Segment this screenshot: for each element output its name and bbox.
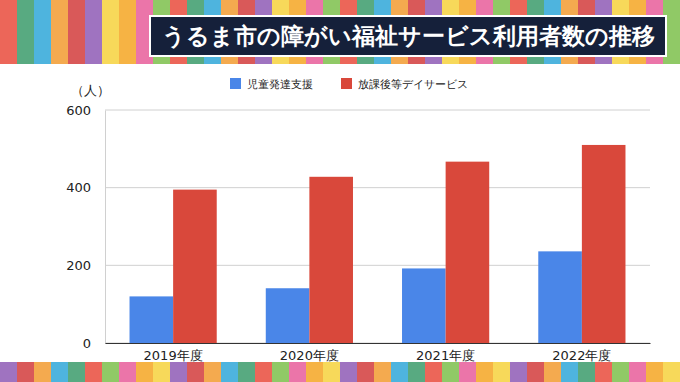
bar <box>309 177 353 343</box>
border-tile <box>646 360 663 382</box>
border-tile <box>51 360 68 382</box>
border-tile <box>119 0 136 68</box>
border-tile <box>459 360 476 382</box>
grid <box>105 110 650 343</box>
border-tile <box>544 360 561 382</box>
tick: 400 <box>66 180 105 195</box>
border-tile <box>255 360 272 382</box>
border-tile <box>17 360 34 382</box>
border-tile <box>170 360 187 382</box>
border-tile <box>85 360 102 382</box>
border-tile <box>17 0 34 68</box>
border-tile <box>51 0 68 68</box>
border-tile <box>510 360 527 382</box>
panel <box>0 64 680 362</box>
bar <box>582 145 626 343</box>
border-tile <box>306 360 323 382</box>
title: うるま市の障がい福祉サービス利用者数の推移 <box>162 23 655 49</box>
tick-label: 200 <box>66 258 91 273</box>
border-tile <box>85 0 102 68</box>
tick: 2020年度 <box>280 343 339 363</box>
border-tile <box>357 360 374 382</box>
border-tile <box>136 360 153 382</box>
border-tile <box>408 360 425 382</box>
tick-label: 2019年度 <box>144 348 203 363</box>
bar <box>266 288 310 343</box>
axis-line <box>105 111 106 344</box>
tick-label: 0 <box>83 336 91 351</box>
axis-line <box>106 343 651 344</box>
bar <box>402 268 446 343</box>
border-tile <box>476 360 493 382</box>
legend-swatch <box>230 78 241 89</box>
border-tile <box>102 360 119 382</box>
tick: 2021年度 <box>416 343 475 363</box>
tick-label: 2020年度 <box>280 348 339 363</box>
tick: 200 <box>66 258 105 273</box>
legend-swatch <box>341 78 352 89</box>
bar <box>130 296 174 343</box>
border-tile <box>391 360 408 382</box>
border-tile <box>289 360 306 382</box>
border-tile <box>578 360 595 382</box>
border-tile <box>340 360 357 382</box>
tick-label: 2021年度 <box>416 348 475 363</box>
border-tile <box>272 360 289 382</box>
x-axis: 2019年度 2020年度 2021年度 2022年度 <box>106 343 651 363</box>
bar <box>173 190 217 343</box>
border-tile <box>102 0 119 68</box>
border-tile <box>238 360 255 382</box>
y-axis: 0 200 400 600 <box>66 103 105 351</box>
border-tile <box>68 360 85 382</box>
border-tile <box>442 360 459 382</box>
border-tile <box>204 360 221 382</box>
tick: 0 <box>83 336 105 351</box>
border-tile <box>34 0 51 68</box>
border-tile <box>595 360 612 382</box>
bar <box>446 162 490 343</box>
legend: 児童発達支援 放課後等デイサービス <box>230 78 468 91</box>
border-tile <box>0 0 17 68</box>
bar <box>538 251 582 343</box>
border <box>0 0 680 382</box>
border-tile <box>493 360 510 382</box>
border-tile <box>153 360 170 382</box>
y-label: （人） <box>71 83 110 98</box>
border-tile <box>561 360 578 382</box>
tick-label: 600 <box>66 103 91 118</box>
border-tile <box>629 360 646 382</box>
tick: 2019年度 <box>144 343 203 363</box>
border-tile <box>68 0 85 68</box>
border-tile <box>612 360 629 382</box>
tick: 2022年度 <box>552 343 611 363</box>
legend-label: 児童発達支援 <box>247 78 313 91</box>
grid-line <box>105 110 650 111</box>
border-tile <box>663 360 680 382</box>
grid-line <box>105 187 650 188</box>
border-tile <box>527 360 544 382</box>
tick-label: 2022年度 <box>552 348 611 363</box>
border-tile <box>221 360 238 382</box>
tick-label: 400 <box>66 180 91 195</box>
border-tile <box>425 360 442 382</box>
border-tile <box>119 360 136 382</box>
title-box <box>150 16 666 56</box>
legend-label: 放課後等デイサービス <box>358 78 468 91</box>
border-tile <box>0 360 17 382</box>
border-tile <box>374 360 391 382</box>
tick: 600 <box>66 103 105 118</box>
chart: うるま市の障がい福祉サービス利用者数の推移 0 200 400 600 （人） 2019年度… <box>0 0 680 382</box>
bars <box>130 145 626 343</box>
border-tile <box>323 360 340 382</box>
border-tile <box>34 360 51 382</box>
border-tile <box>187 360 204 382</box>
